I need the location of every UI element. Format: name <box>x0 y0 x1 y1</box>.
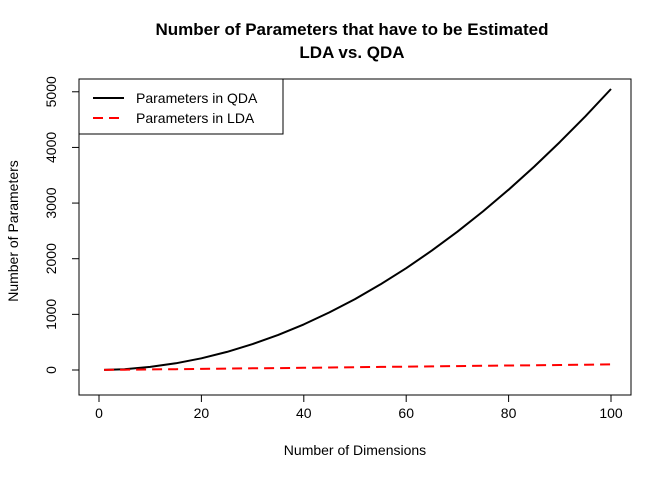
x-tick-label: 0 <box>95 405 103 421</box>
x-tick-label: 60 <box>398 405 414 421</box>
legend-label-lda: Parameters in LDA <box>136 110 255 126</box>
y-tick-label: 3000 <box>43 187 59 218</box>
y-axis-label: Number of Parameters <box>5 160 21 302</box>
chart-title: Number of Parameters that have to be Est… <box>155 20 548 39</box>
y-axis: 0 1000 2000 3000 4000 5000 <box>43 76 80 374</box>
legend-box <box>78 78 284 135</box>
y-tick-label: 4000 <box>43 132 59 163</box>
x-tick-label: 20 <box>194 405 210 421</box>
x-tick-label: 40 <box>296 405 312 421</box>
x-axis: 0 20 40 60 80 100 <box>95 394 623 421</box>
x-tick-label: 100 <box>599 405 623 421</box>
y-tick-label: 5000 <box>43 76 59 107</box>
series-layer <box>104 88 612 371</box>
series-line-qda <box>104 88 612 371</box>
y-tick-label: 2000 <box>43 243 59 274</box>
legend: Parameters in QDA Parameters in LDA <box>78 78 284 135</box>
x-tick-label: 80 <box>501 405 517 421</box>
legend-label-qda: Parameters in QDA <box>136 90 258 106</box>
series-line-lda <box>104 363 612 371</box>
y-tick-label: 0 <box>43 366 59 374</box>
x-axis-label: Number of Dimensions <box>284 442 426 458</box>
y-tick-label: 1000 <box>43 299 59 330</box>
chart-subtitle: LDA vs. QDA <box>299 43 404 62</box>
